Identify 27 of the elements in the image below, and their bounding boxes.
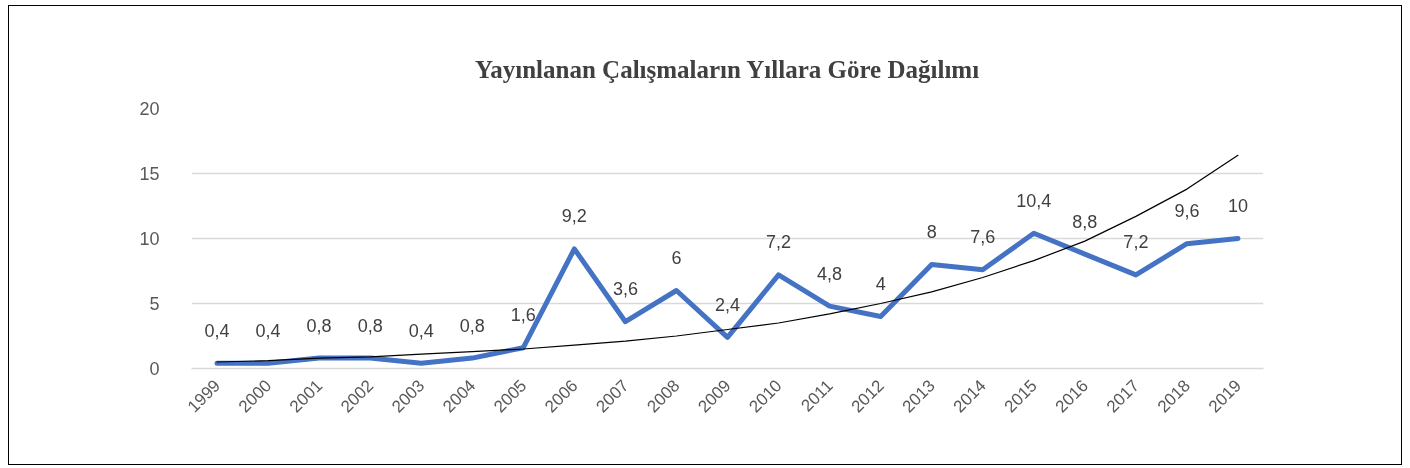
data-label: 7,2 (766, 232, 792, 253)
data-label: 7,2 (1123, 232, 1149, 253)
y-tick-label: 5 (149, 294, 160, 314)
data-label: 4,8 (817, 263, 843, 284)
data-label: 10,4 (1016, 190, 1052, 211)
data-label: 0,4 (204, 320, 230, 341)
y-tick-label: 0 (149, 359, 160, 379)
data-label: 3,6 (612, 279, 638, 300)
data-label: 0,8 (459, 315, 485, 336)
data-label: 7,6 (970, 227, 996, 248)
data-label: 8,8 (1072, 211, 1098, 232)
data-label: 6 (671, 248, 682, 268)
data-label: 10 (1227, 196, 1248, 216)
y-tick-label: 10 (139, 229, 160, 249)
data-label: 0,4 (408, 320, 434, 341)
data-label: 2,4 (714, 294, 741, 315)
data-label: 0,8 (357, 315, 383, 336)
data-label: 0,8 (306, 315, 332, 336)
data-label: 8 (926, 222, 937, 242)
data-label: 9,6 (1174, 201, 1200, 222)
data-label: 9,2 (561, 206, 587, 227)
data-label: 1,6 (510, 305, 536, 326)
data-label: 0,4 (255, 320, 281, 341)
y-tick-label: 20 (139, 99, 160, 119)
chart-title: Yayınlanan Çalışmaların Yıllara Göre Dağılımı (474, 55, 980, 83)
data-label: 4 (875, 274, 886, 294)
y-tick-label: 15 (139, 164, 160, 184)
